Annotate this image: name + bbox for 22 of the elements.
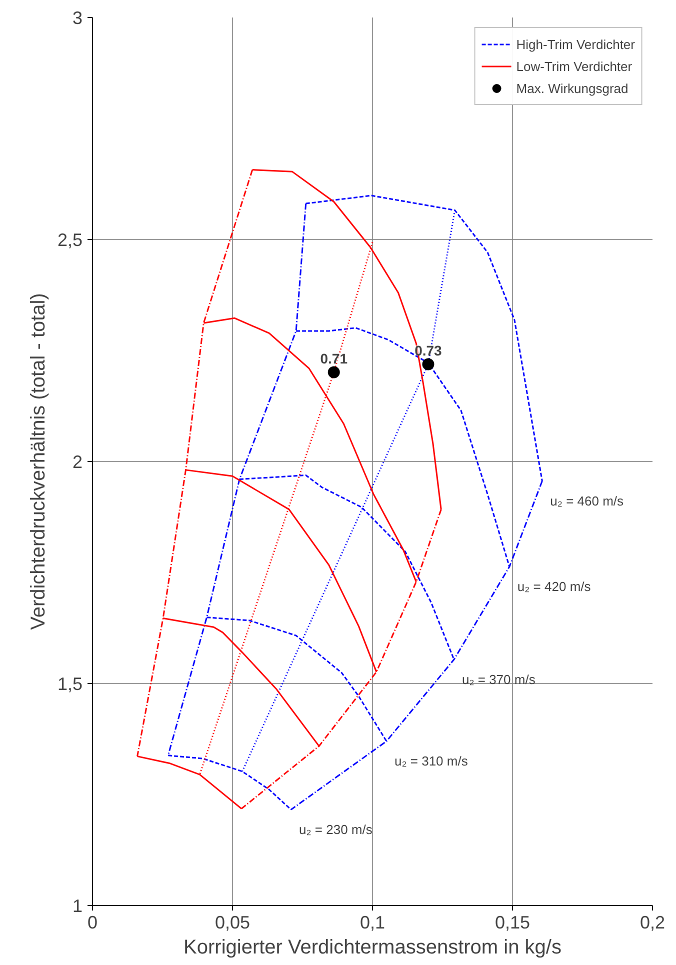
x-tick-label: 0 — [87, 912, 98, 932]
annotation: u₂ = 460 m/s — [550, 494, 624, 509]
annotation: 0.71 — [320, 350, 348, 366]
annotation: u₂ = 420 m/s — [517, 579, 592, 594]
legend-label: Max. Wirkungsgrad — [516, 80, 628, 96]
y-tick-label: 2,5 — [57, 230, 83, 250]
y-tick-label: 2 — [72, 452, 83, 472]
annotation: u₂ = 230 m/s — [299, 822, 373, 838]
x-tick-label: 0,2 — [640, 912, 666, 932]
legend-label: High-Trim Verdichter — [516, 36, 635, 52]
annotation: u₂ = 310 m/s — [394, 754, 468, 769]
x-axis-title: Korrigierter Verdichtermassenstrom in kg/s — [184, 936, 562, 958]
annotation: 0.73 — [414, 342, 442, 358]
x-tick-label: 0,1 — [360, 912, 386, 932]
legend-label: Low-Trim Verdichter — [516, 58, 632, 74]
annotation: u₂ = 370 m/s — [462, 672, 536, 688]
y-tick-label: 1 — [72, 896, 83, 916]
x-tick-label: 0,05 — [214, 912, 250, 932]
y-tick-label: 3 — [72, 8, 83, 28]
y-axis-title: Verdichterdruckverhältnis (total - total) — [27, 293, 50, 630]
x-tick-label: 0,15 — [494, 912, 530, 932]
y-tick-label: 1,5 — [57, 674, 83, 694]
